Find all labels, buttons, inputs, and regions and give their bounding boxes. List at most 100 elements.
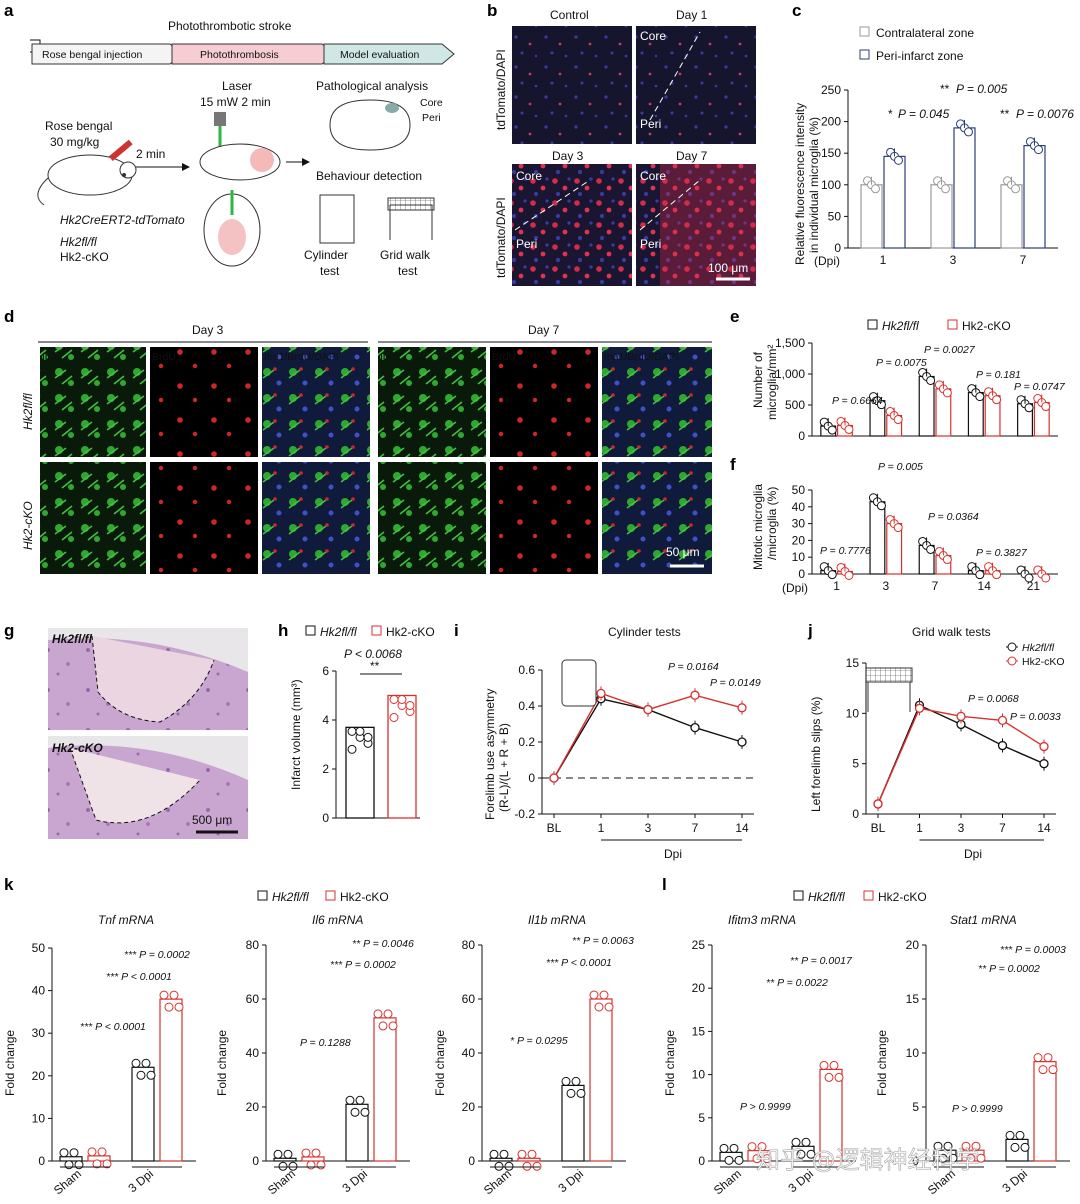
core-label: Core (420, 97, 443, 109)
pval-k-il1b-1: ** P = 0.0063 (572, 935, 634, 947)
cylinder-line1: Cylinder (304, 248, 348, 262)
legend-swatch-k-ctrl (257, 890, 268, 901)
pval-l-ifitm3-2: ** P = 0.0022 (766, 977, 828, 989)
l-stat1-point (948, 1153, 958, 1163)
ylabel-i-line1: Forelimb use asymmetry (483, 689, 497, 820)
chart-k-il1b: 0 20 40 60 80 Sham 3 Dpi (462, 938, 626, 1197)
k-tnf-point (169, 990, 179, 1000)
legend-swatch-contra (859, 26, 870, 37)
panel-k: k Hk2fl/fl Hk2-cKO Tnf mRNA Il6 mRNA Il1… (3, 875, 634, 1197)
peri-day3: Peri (516, 237, 537, 251)
panel-b: b Control Day 1 Day 3 Day 7 Core Peri Co… (487, 1, 756, 286)
panel-h: h Hk2fl/fl Hk2-cKO Infarct volume (mm³) … (278, 621, 435, 825)
h-ytick-label: 6 (322, 664, 329, 678)
legend-marker-j-ctrl (1007, 642, 1017, 652)
k-il1b-xtick-label: 3 Dpi (555, 1167, 585, 1196)
stroke-title: Photothrombotic stroke (168, 19, 292, 33)
c-point (894, 155, 903, 165)
k-il6-point (355, 1095, 365, 1105)
l-stat1-point (966, 1153, 976, 1163)
l-ifitm3-ytick-label: 10 (692, 1068, 706, 1082)
pval-l-stat1-2: ** P = 0.0002 (978, 963, 1040, 975)
panel-label-e: e (730, 307, 739, 326)
tile-day7: Day 7 (676, 149, 708, 163)
pval-i-1: P = 0.0164 (668, 661, 719, 673)
f-point (1041, 573, 1051, 583)
k-il6-point (378, 1021, 388, 1031)
legend-swatch-e-cko (947, 319, 958, 330)
pval-e-1: P = 0.6664 (832, 395, 883, 407)
panel-label-f: f (730, 455, 736, 474)
k-il1b-point (576, 1088, 586, 1098)
k-il6-ytick-label: 60 (246, 992, 260, 1006)
ylabel-k-il6: Fold change (215, 1030, 229, 1096)
pval-k-il6-1: ** P = 0.0046 (352, 938, 414, 950)
k-il6-ytick-label: 20 (246, 1100, 260, 1114)
c-point (1034, 145, 1043, 155)
legend-k-cko: Hk2-cKO (340, 890, 389, 904)
mouse-line1: Hk2CreERT2-tdTomato (60, 213, 185, 227)
panel-e: e Hk2fl/fl Hk2-cKO Number of microglia/m… (730, 307, 1066, 443)
mouse-line2: Hk2fl/fl (60, 235, 97, 249)
d-r1-iba1-d3 (40, 347, 146, 457)
h-ytick-label: 2 (322, 762, 329, 776)
d-r1-brdu-d3 (150, 347, 258, 457)
pval-h: P < 0.0068 (344, 647, 402, 661)
k-il6-bar (345, 1103, 369, 1162)
star-h: ** (370, 659, 380, 673)
stain-brdu-d3: BrdU (152, 351, 176, 363)
k-il6-point (306, 1160, 316, 1170)
l-stat1-ytick-label: 0 (912, 1154, 919, 1168)
step-evaluation (323, 43, 455, 65)
he-top-infarct (91, 635, 215, 723)
i-xtick-label: 1 (598, 821, 605, 835)
k-tnf-xtick-label: 3 Dpi (125, 1167, 155, 1196)
grid-line1: Grid walk (380, 248, 431, 262)
c-point (964, 127, 973, 137)
k-il1b-ytick-label: 80 (462, 938, 476, 952)
f-xtick-label: 1 (833, 579, 840, 593)
pval-c-2: P = 0.005 (956, 82, 1008, 96)
j-xtick-label: 3 (958, 821, 965, 835)
c-bar (953, 127, 976, 249)
k-tnf-ytick-label: 20 (32, 1069, 46, 1083)
j-xtick-label: 14 (1037, 821, 1051, 835)
k-tnf-point (174, 1002, 184, 1012)
cylinder-line2: test (320, 264, 340, 278)
core-mark (385, 103, 399, 113)
legend-swatch-h-cko (371, 625, 382, 636)
i-point (596, 688, 606, 699)
l-stat1-point (961, 1141, 971, 1151)
c-ytick-label: 200 (821, 115, 841, 129)
i-point (690, 690, 700, 700)
i-xtick-label: 7 (692, 821, 699, 835)
j-point (1039, 759, 1049, 769)
legend-swatch-e-ctrl (867, 319, 878, 330)
l-ifitm3-point (796, 1149, 806, 1159)
pval-f-3: P = 0.0364 (928, 511, 979, 523)
l-ifitm3-point (757, 1142, 767, 1152)
e-ytick-label: 0 (798, 429, 805, 443)
peri-day1: Peri (640, 117, 661, 131)
c-ytick-label: 0 (834, 241, 841, 255)
ylabel-j: Left forelimb slips (%) (809, 697, 823, 812)
k-il1b-point (561, 1076, 571, 1086)
legend-swatch-peri (859, 49, 870, 60)
l-ifitm3-ytick-label: 25 (692, 938, 706, 952)
title-k-tnf: Tnf mRNA (98, 913, 154, 927)
k-il1b-ytick-label: 60 (462, 992, 476, 1006)
c-ytick-label: 50 (828, 209, 842, 223)
pval-l-stat1-3: P > 0.9999 (952, 1103, 1003, 1115)
ylabel-b-top: tdTomato/DAPI (494, 49, 508, 130)
e-point (1024, 403, 1034, 413)
k-il1b-bar (517, 1157, 541, 1162)
h-ytick-label: 4 (322, 713, 329, 727)
grid-top (387, 197, 435, 211)
panel-label-d: d (4, 307, 14, 326)
panel-label-l: l (662, 875, 667, 894)
c-point (871, 184, 880, 194)
panel-label-g: g (4, 621, 14, 640)
ylabel-l-stat1: Fold change (875, 1030, 889, 1096)
f-point (942, 555, 952, 565)
